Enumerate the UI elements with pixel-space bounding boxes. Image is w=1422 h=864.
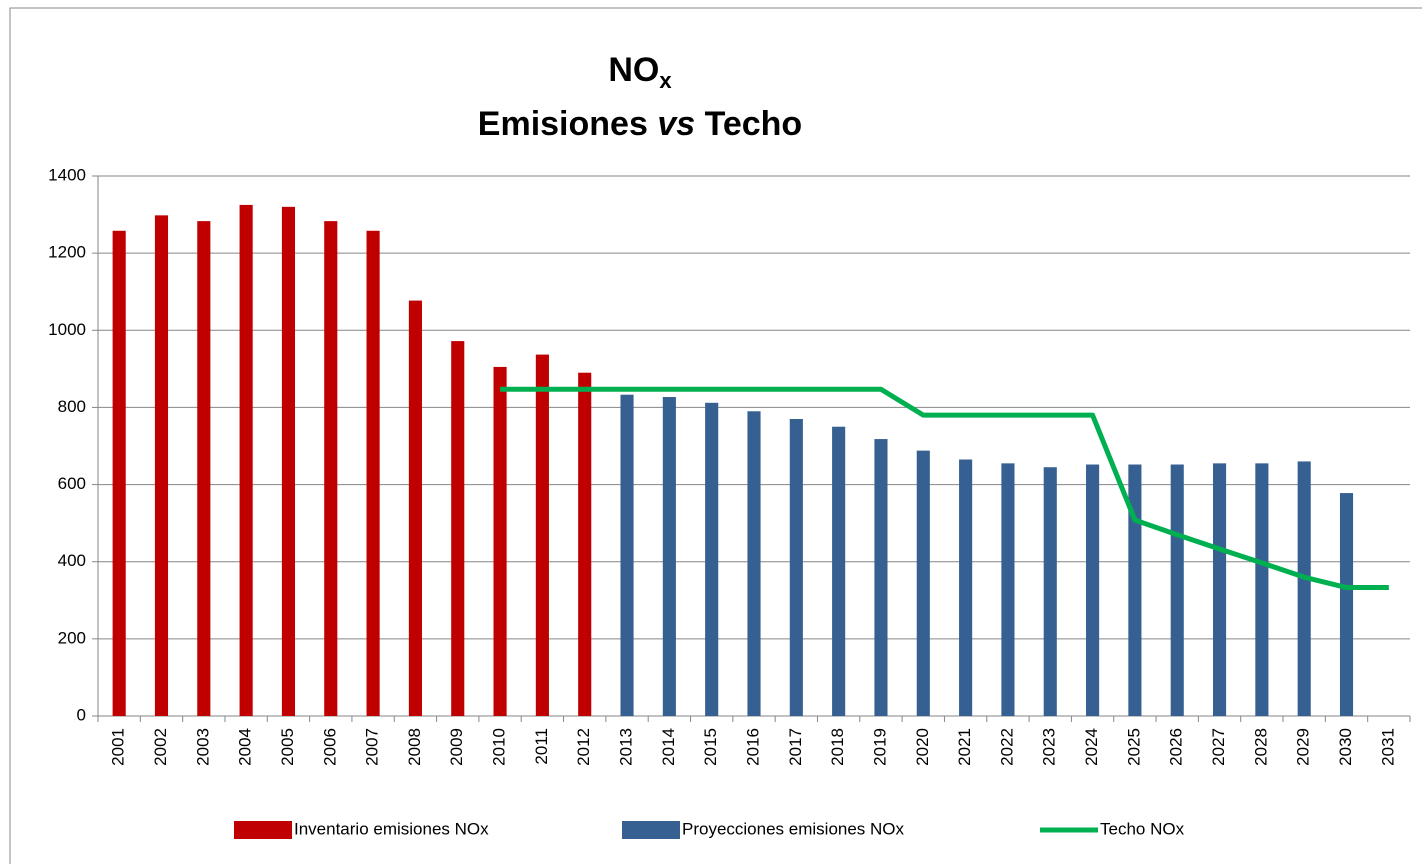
bar [112, 230, 126, 716]
x-tick-label: 2012 [574, 728, 593, 766]
y-tick-label: 1000 [48, 320, 86, 339]
x-tick-label: 2009 [447, 728, 466, 766]
x-tick-label: 2013 [617, 728, 636, 766]
x-tick-label: 2031 [1378, 728, 1397, 766]
bar [1086, 464, 1100, 716]
bar [959, 459, 973, 716]
bar [1001, 463, 1015, 716]
bar [366, 230, 380, 716]
bar [916, 450, 930, 716]
bar [789, 419, 803, 716]
legend-swatch [234, 821, 292, 839]
x-tick-label: 2014 [659, 728, 678, 766]
y-tick-label: 400 [58, 551, 86, 570]
x-tick-label: 2005 [278, 728, 297, 766]
x-tick-label: 2002 [151, 728, 170, 766]
title-word: vs [657, 105, 695, 143]
bar [408, 300, 422, 716]
x-tick-label: 2006 [320, 728, 339, 766]
bar [578, 372, 592, 716]
legend-label: Techo NOx [1100, 819, 1185, 838]
x-tick-label: 2001 [109, 728, 128, 766]
legend-label: Proyecciones emisiones NOx [682, 819, 905, 838]
bar [662, 397, 676, 716]
chart-subtitle: Emisiones vs Techo [478, 105, 802, 143]
x-tick-label: 2023 [1040, 728, 1059, 766]
bar [324, 221, 338, 716]
bar [1339, 493, 1354, 716]
x-tick-label: 2003 [193, 728, 212, 766]
x-tick-label: 2011 [532, 728, 551, 765]
x-tick-label: 2007 [363, 728, 382, 766]
y-tick-label: 1200 [48, 243, 86, 262]
y-tick-label: 600 [58, 474, 86, 493]
x-tick-label: 2022 [997, 728, 1016, 766]
x-tick-label: 2017 [786, 728, 805, 766]
bar [832, 426, 846, 716]
bar [281, 206, 296, 716]
bar [493, 366, 507, 716]
x-tick-label: 2026 [1167, 728, 1186, 766]
x-tick-label: 2019 [870, 728, 889, 766]
x-tick-label: 2004 [236, 728, 255, 766]
x-tick-label: 2024 [1082, 728, 1101, 766]
x-tick-label: 2025 [1124, 728, 1143, 766]
bar [535, 354, 549, 716]
title-word: Techo [705, 105, 803, 143]
bar [451, 341, 465, 716]
legend-swatch [622, 821, 680, 839]
bar [874, 439, 888, 716]
x-tick-label: 2008 [405, 728, 424, 766]
x-tick-label: 2016 [743, 728, 762, 766]
line [500, 386, 1389, 591]
bar [705, 402, 719, 716]
y-tick-label: 800 [58, 397, 86, 416]
x-tick-label: 2027 [1209, 728, 1228, 766]
bar [1212, 463, 1227, 716]
x-tick-label: 2015 [701, 728, 720, 766]
x-tick-label: 2030 [1336, 728, 1355, 766]
bar [1297, 461, 1311, 716]
x-tick-label: 2029 [1294, 728, 1313, 766]
bar [1128, 464, 1142, 716]
bar [1255, 463, 1269, 716]
bar [1170, 464, 1184, 716]
x-tick-label: 2010 [490, 728, 509, 766]
x-tick-label: 2018 [828, 728, 847, 766]
y-tick-label: 200 [58, 628, 86, 647]
title-word: Emisiones [478, 105, 648, 143]
x-tick-label: 2021 [955, 728, 974, 766]
bar [154, 215, 169, 717]
y-tick-label: 1400 [48, 165, 86, 184]
bar [239, 204, 253, 716]
bar [747, 411, 761, 716]
bar [197, 221, 211, 716]
bar [1043, 467, 1057, 716]
bar [620, 394, 634, 716]
chart-title: NOx [608, 51, 672, 93]
x-tick-label: 2028 [1251, 728, 1270, 766]
y-tick-label: 0 [77, 705, 86, 724]
title-main: NO [608, 51, 659, 89]
x-tick-label: 2020 [913, 728, 932, 766]
title-sub: x [659, 68, 672, 93]
legend-label: Inventario emisiones NOx [294, 819, 489, 838]
